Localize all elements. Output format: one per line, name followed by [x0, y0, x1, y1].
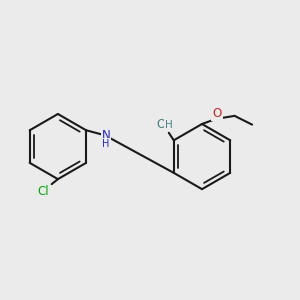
- Text: O: O: [157, 118, 166, 131]
- Text: O: O: [212, 107, 222, 120]
- Text: H: H: [103, 139, 110, 149]
- Text: Cl: Cl: [37, 185, 49, 198]
- Text: N: N: [102, 129, 110, 142]
- Text: H: H: [165, 120, 172, 130]
